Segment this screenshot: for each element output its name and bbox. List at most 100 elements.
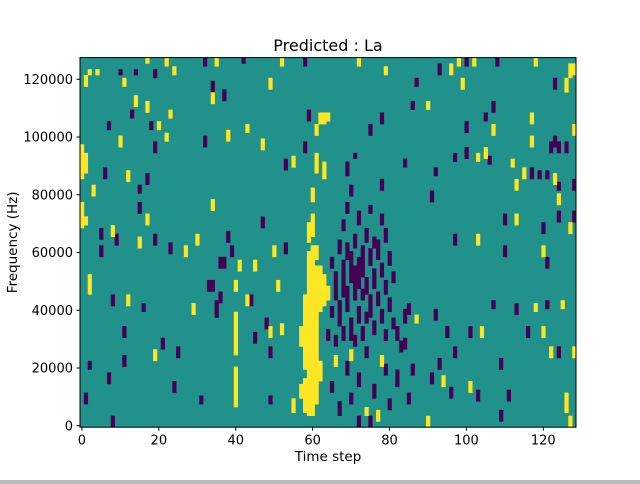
heatmap-cell-high: [260, 138, 265, 151]
heatmap-cell-low: [402, 158, 408, 168]
heatmap-cell-low: [345, 201, 350, 214]
heatmap-cell-high: [460, 77, 465, 90]
heatmap-cell-low: [564, 141, 569, 154]
heatmap-cell-low: [352, 152, 358, 160]
y-tick-label: 0: [65, 419, 73, 434]
heatmap-cell-low: [452, 152, 458, 162]
heatmap-cell-low: [410, 100, 415, 110]
heatmap-cell-low: [529, 167, 535, 180]
heatmap-cell-low: [406, 303, 412, 315]
heatmap-cell-high: [172, 66, 177, 76]
heatmap-cell-low: [383, 329, 388, 341]
heatmap-cell-low: [345, 360, 350, 376]
heatmap-cell-low: [379, 112, 385, 125]
heatmap-cell-low: [122, 326, 127, 339]
heatmap-cell-high: [356, 57, 362, 67]
heatmap-cell-high: [322, 161, 327, 180]
heatmap-cell-low: [545, 170, 550, 180]
heatmap-cell-low: [402, 308, 408, 324]
heatmap-cell-low: [572, 210, 577, 223]
heatmap-cell-low: [356, 210, 362, 226]
heatmap-cell-high: [233, 279, 238, 292]
heatmap-cell-high: [376, 409, 381, 422]
heatmap-cell-low: [387, 398, 392, 411]
heatmap-cell-high: [314, 245, 319, 261]
heatmap-cell-low: [368, 248, 373, 266]
heatmap-cell-low: [199, 395, 204, 405]
heatmap-cell-low: [364, 227, 369, 243]
heatmap-cell-low: [133, 69, 139, 76]
heatmap-cell-low: [556, 210, 561, 223]
heatmap-cell-low: [110, 415, 115, 428]
heatmap-cell-low: [303, 141, 308, 154]
heatmap-cell-low: [395, 326, 400, 341]
heatmap-cell-low: [356, 415, 362, 428]
heatmap-cell-low: [406, 392, 412, 405]
heatmap-cell-high: [426, 100, 431, 110]
heatmap-cell-low: [283, 242, 288, 255]
heatmap-cell-low: [229, 245, 235, 258]
heatmap-cell-low: [387, 297, 392, 313]
heatmap-cell-low: [383, 227, 388, 243]
heatmap-cell-low: [537, 170, 542, 180]
heatmap-cell-high: [564, 77, 569, 93]
heatmap-cell-high: [510, 158, 515, 168]
heatmap-cell-high: [164, 57, 169, 67]
heatmap-cell-high: [322, 112, 327, 125]
heatmap-cell-low: [376, 239, 381, 261]
heatmap-cell-low: [303, 57, 308, 67]
axes-spine: [79, 57, 577, 428]
x-tick-label: 120: [531, 434, 556, 449]
heatmap-cell-low: [349, 251, 354, 284]
heatmap-cell-low: [572, 178, 577, 191]
heatmap-cell-low: [383, 279, 388, 295]
heatmap-cell-low: [329, 381, 335, 393]
x-tick-label: 100: [454, 434, 479, 449]
y-axis-label: Frequency (Hz): [5, 191, 21, 293]
heatmap-cell-low: [368, 294, 373, 318]
x-axis-ticks: 0 20 40 60 80 100 120: [78, 427, 556, 449]
heatmap-cell-high: [80, 201, 85, 229]
heatmap-cell-low: [99, 227, 104, 240]
heatmap-cell-high: [226, 129, 231, 142]
heatmap-cell-high: [87, 69, 92, 76]
heatmap-cell-high: [333, 355, 338, 367]
heatmap-cell-low: [379, 213, 385, 226]
x-tick-label: 60: [304, 434, 321, 449]
heatmap-cell-low: [349, 392, 354, 405]
x-tick-label: 40: [227, 434, 244, 449]
heatmap-cell-low: [206, 279, 212, 292]
heatmap-cell-high: [210, 199, 215, 211]
heatmap-cell-high: [318, 360, 323, 382]
heatmap-cell-high: [145, 213, 150, 226]
heatmap-cell-low: [449, 386, 454, 399]
heatmap-cell-low: [356, 372, 362, 388]
heatmap-cell-low: [437, 357, 442, 370]
heatmap-cell-low: [368, 124, 373, 136]
heatmap-cell-low: [464, 147, 469, 160]
heatmap-cell-high: [137, 236, 142, 249]
heatmap-cell-low: [153, 141, 158, 154]
heatmap-cell-low: [372, 236, 377, 249]
heatmap-cell-low: [487, 155, 492, 165]
heatmap-cell-low: [122, 355, 127, 367]
heatmap-cell-high: [560, 300, 565, 310]
heatmap-cell-low: [345, 161, 350, 177]
heatmap-cell-low: [433, 308, 438, 321]
heatmap-cell-low: [491, 300, 496, 310]
heatmap-cell-low: [387, 251, 392, 266]
heatmap-cell-high: [552, 173, 558, 185]
heatmap-cell-low: [526, 326, 531, 339]
heatmap-cell-low: [218, 256, 223, 269]
heatmap-cell-high: [572, 63, 577, 76]
heatmap-cell-low: [218, 291, 223, 304]
heatmap-cell-high: [541, 245, 546, 258]
heatmap-cell-low: [352, 334, 358, 347]
x-axis-label: Time step: [294, 449, 362, 465]
heatmap-cell-low: [379, 178, 385, 191]
heatmap-cell-low: [349, 184, 354, 197]
heatmap-cell-low: [249, 294, 254, 307]
heatmap-cell-high: [83, 216, 89, 226]
heatmap-cell-low: [499, 357, 504, 370]
